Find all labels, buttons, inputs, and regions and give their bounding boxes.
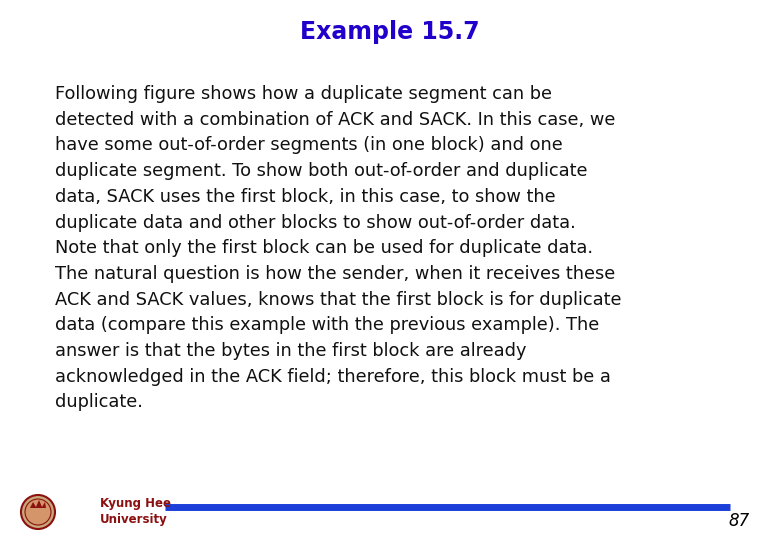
Text: Kyung Hee
University: Kyung Hee University [100, 497, 171, 526]
Text: Following figure shows how a duplicate segment can be
detected with a combinatio: Following figure shows how a duplicate s… [55, 85, 622, 411]
Polygon shape [30, 500, 46, 508]
Circle shape [21, 495, 55, 529]
Circle shape [25, 499, 51, 525]
Text: 87: 87 [729, 512, 750, 530]
Text: Example 15.7: Example 15.7 [300, 21, 480, 44]
